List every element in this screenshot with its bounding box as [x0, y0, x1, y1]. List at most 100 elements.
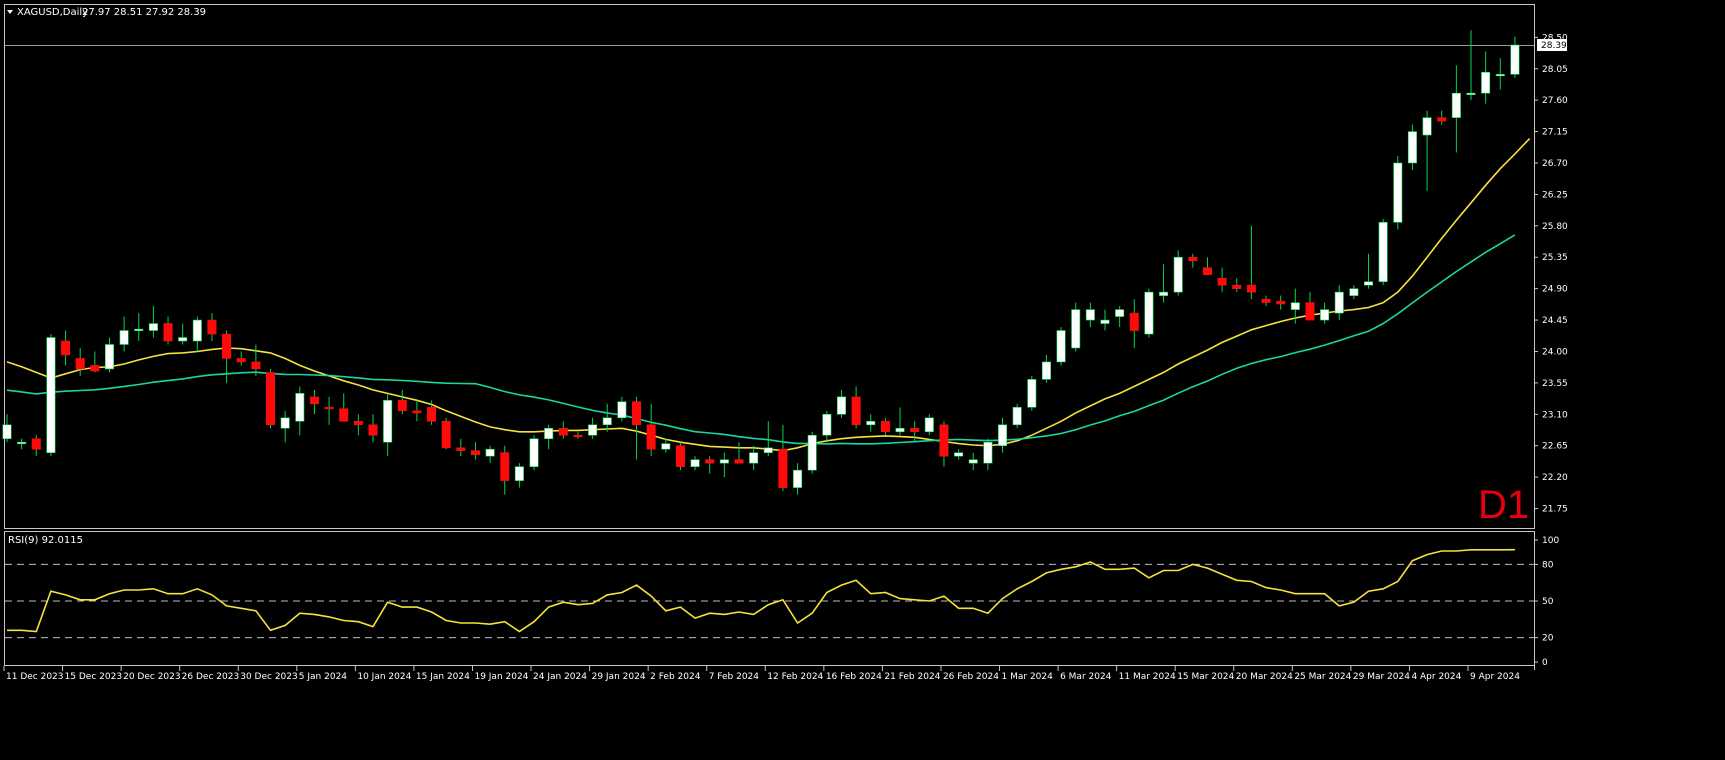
- candle-body-bear: [880, 420, 890, 433]
- candle-body-bull: [17, 441, 27, 445]
- date-tick-label: 4 Apr 2024: [1411, 672, 1461, 682]
- candle: [1437, 110, 1447, 125]
- candle: [383, 393, 393, 457]
- candle-body-bear: [558, 427, 568, 436]
- rsi-tick-label: 80: [1542, 560, 1554, 570]
- rsi-tick-label: 20: [1542, 634, 1554, 644]
- candle: [690, 456, 700, 471]
- date-tick-label: 20 Dec 2023: [123, 672, 180, 682]
- candle-body-bull: [148, 323, 158, 331]
- candle: [983, 438, 993, 471]
- candle: [31, 435, 41, 457]
- candle-body-bear: [1232, 284, 1242, 289]
- rsi-tick-label: 0: [1542, 658, 1548, 668]
- candle-body-bear: [251, 361, 261, 370]
- date-tick-label: 29 Mar 2024: [1353, 672, 1410, 682]
- candle-body-bull: [1012, 407, 1022, 426]
- candle-body-bull: [295, 393, 305, 422]
- price-tick-label: 24.90: [1542, 285, 1568, 295]
- candle-body-bear: [939, 424, 949, 457]
- candle-body-bull: [983, 441, 993, 464]
- candle: [939, 421, 949, 467]
- date-tick-label: 16 Feb 2024: [826, 672, 882, 682]
- date-tick-label: 1 Mar 2024: [1002, 672, 1054, 682]
- candle-body-bear: [75, 358, 85, 370]
- candle: [222, 330, 232, 383]
- candle: [1334, 285, 1344, 321]
- candle: [617, 396, 627, 422]
- rsi-tick-label: 50: [1542, 597, 1554, 607]
- candle-body-bull: [1364, 281, 1374, 286]
- candle-body-bull: [749, 452, 759, 464]
- candle-body-bull: [924, 417, 934, 433]
- collapse-triangle-icon[interactable]: [7, 10, 13, 14]
- candle: [1202, 257, 1212, 275]
- candle-body-bull: [1290, 302, 1300, 310]
- candle: [1085, 302, 1095, 328]
- candle: [470, 442, 480, 460]
- candle: [778, 424, 788, 492]
- candle-body-bull: [134, 328, 144, 331]
- price-tick-label: 26.25: [1542, 190, 1568, 200]
- candle-body-bear: [1437, 117, 1447, 122]
- date-tick-label: 24 Jan 2024: [533, 672, 587, 682]
- candle-body-bull: [588, 424, 598, 436]
- date-tick-label: 10 Jan 2024: [357, 672, 411, 682]
- candle-body-bull: [895, 427, 905, 433]
- candle: [661, 438, 671, 453]
- date-tick-label: 2 Feb 2024: [650, 672, 701, 682]
- candle: [1173, 250, 1183, 296]
- price-tick-label: 23.10: [1542, 410, 1568, 420]
- candle: [851, 386, 861, 429]
- candle-body-bull: [690, 459, 700, 467]
- candle: [675, 442, 685, 471]
- price-tick-label: 25.80: [1542, 222, 1568, 232]
- candle-body-bull: [192, 319, 202, 342]
- candle: [573, 431, 583, 439]
- candle: [998, 417, 1008, 453]
- candle-body-bear: [31, 438, 41, 450]
- candle-body-bear: [163, 323, 173, 342]
- candle-body-bear: [1246, 284, 1256, 293]
- candle-body-bull: [1451, 92, 1461, 118]
- candle: [1290, 288, 1300, 324]
- candle-body-bear: [412, 410, 422, 414]
- candle-body-bull: [822, 414, 832, 436]
- candle: [1217, 267, 1227, 293]
- candle: [1159, 264, 1169, 303]
- date-tick-label: 25 Mar 2024: [1294, 672, 1351, 682]
- main-pane-frame: [4, 4, 1535, 529]
- candle-body-bear: [397, 400, 407, 412]
- candle-body-bull: [104, 344, 114, 370]
- candle: [163, 316, 173, 345]
- candle-body-bull: [1159, 291, 1169, 296]
- candle-body-bear: [705, 459, 715, 464]
- candle: [514, 463, 524, 488]
- candle-body-bull: [1481, 71, 1491, 94]
- candle-body-bear: [339, 408, 349, 422]
- last-price-box: [1537, 39, 1567, 52]
- candle-body-bull: [1320, 309, 1330, 321]
- candle-body-bear: [778, 448, 788, 488]
- candle: [134, 313, 144, 342]
- candle-body-bull: [661, 443, 671, 450]
- candle: [1305, 292, 1315, 321]
- candle: [61, 330, 71, 366]
- candle-body-bull: [1071, 309, 1081, 349]
- candle-body-bull: [1393, 162, 1403, 223]
- candle: [1407, 124, 1417, 170]
- candle: [1027, 375, 1037, 411]
- rsi-axis: 100 80 50 20 0: [1534, 536, 1559, 668]
- candle-body-bear: [1129, 312, 1139, 331]
- date-tick-label: 20 Mar 2024: [1236, 672, 1293, 682]
- candle-body-bear: [456, 447, 466, 451]
- candle: [954, 449, 964, 460]
- candle: [75, 347, 85, 376]
- candle-body-bull: [119, 330, 129, 345]
- candle: [602, 403, 612, 432]
- candle-body-bear: [427, 407, 437, 422]
- candle-body-bear: [675, 445, 685, 467]
- candle: [1276, 295, 1286, 310]
- price-tick-label: 28.05: [1542, 65, 1568, 75]
